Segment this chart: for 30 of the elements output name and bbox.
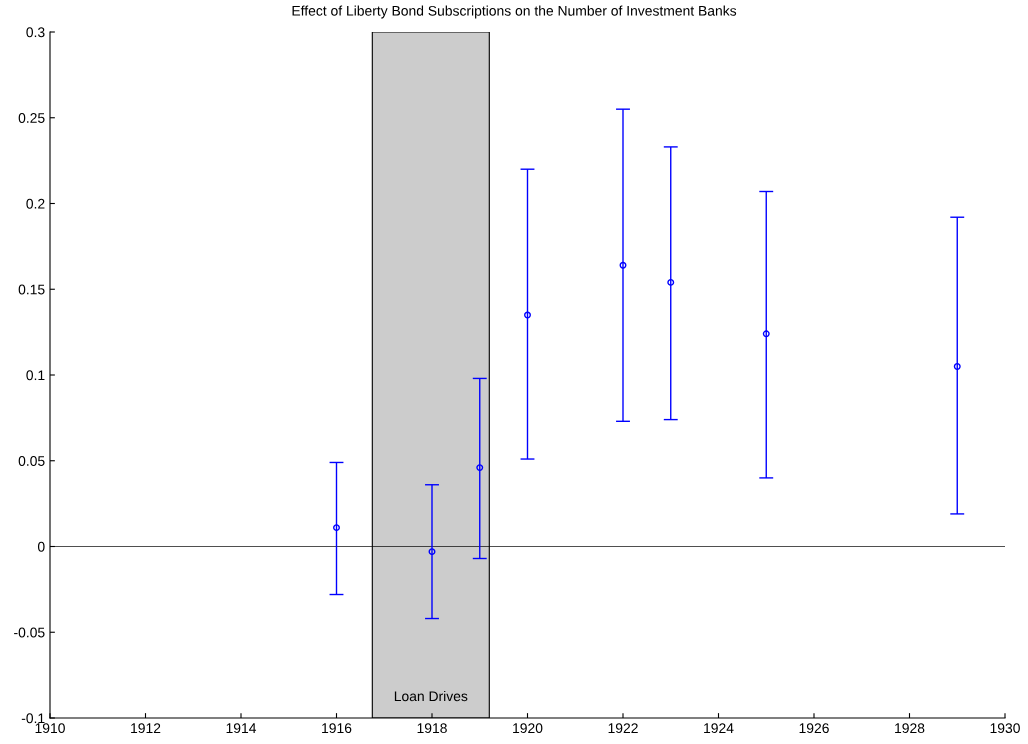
- x-tick-label: 1918: [417, 723, 447, 734]
- x-tick-label: 1912: [131, 723, 161, 734]
- y-tick-label: 0.05: [18, 456, 45, 466]
- x-tick-label: 1910: [35, 723, 65, 734]
- point: [667, 278, 675, 286]
- x-tick-label: 1920: [513, 723, 543, 734]
- x-tick-label: 1930: [990, 723, 1020, 734]
- point: [953, 362, 961, 370]
- y-tick-label: -0.05: [14, 627, 45, 638]
- point: [428, 548, 436, 556]
- point: [333, 524, 340, 532]
- x-tick-label: 1924: [704, 723, 734, 734]
- y-tick-label: 0.15: [18, 284, 45, 295]
- y-tick-label: -0.1: [21, 713, 45, 724]
- y-tick-label: 0.25: [18, 113, 45, 123]
- y-tick-label: 0: [37, 541, 45, 552]
- y-tick-label: 0.1: [26, 370, 45, 381]
- x-tick-label: 1916: [322, 723, 352, 734]
- band-label: Loan Drives: [394, 690, 468, 702]
- y-tick-label: 0.3: [26, 27, 45, 38]
- point: [619, 261, 627, 269]
- chart-title: Effect of Liberty Bond Subscriptions on the Number of Investment Banks: [292, 5, 737, 19]
- x-tick-label: 1922: [608, 723, 638, 734]
- y-tick-label: 0.2: [26, 198, 45, 209]
- x-tick-label: 1914: [226, 723, 257, 734]
- point: [476, 464, 484, 472]
- point: [524, 311, 531, 319]
- x-tick-label: 1926: [799, 723, 829, 734]
- x-tick-label: 1928: [895, 723, 925, 734]
- point: [762, 330, 770, 338]
